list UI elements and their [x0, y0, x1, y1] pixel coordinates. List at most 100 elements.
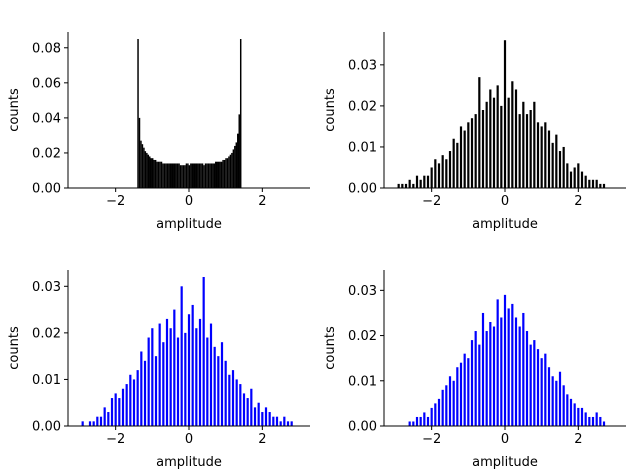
x-tick-label: 2: [574, 194, 582, 209]
bar: [143, 360, 147, 426]
bar: [536, 349, 540, 426]
bar: [147, 337, 150, 426]
bar: [220, 342, 224, 426]
bar: [279, 421, 282, 426]
bar: [423, 175, 426, 188]
chart-panel-4: −2 0 2 0.00 0.01 0.02 0.03 amplitude counts: [323, 270, 626, 470]
bar: [430, 407, 433, 426]
bar: [522, 101, 525, 188]
bar: [153, 159, 155, 188]
bar: [239, 384, 242, 426]
bar: [569, 171, 573, 188]
bar: [459, 126, 463, 188]
y-axis-label: counts: [323, 326, 338, 370]
y-axis-label: counts: [7, 88, 22, 132]
bar: [551, 142, 554, 188]
bar: [445, 385, 448, 426]
bar: [441, 389, 444, 426]
bar: [577, 407, 580, 426]
bar: [474, 114, 477, 188]
bar: [250, 388, 253, 426]
bar: [426, 416, 430, 426]
bar: [191, 304, 194, 426]
bar: [507, 97, 510, 188]
y-tick-label: 0.02: [348, 99, 377, 114]
bar: [448, 151, 452, 188]
bar: [566, 394, 569, 426]
bar: [215, 161, 217, 188]
bar: [573, 403, 576, 426]
chart-panel-1: −2 0 2 0.00 0.02 0.04 0.06 0.08 amplitude counts: [7, 32, 310, 232]
x-axis-label: amplitude: [156, 455, 222, 470]
bar: [157, 161, 160, 188]
bar: [412, 421, 415, 426]
bar: [223, 159, 226, 188]
bar: [547, 130, 551, 188]
bar: [187, 314, 191, 426]
bar: [176, 337, 180, 426]
bar: [415, 416, 419, 426]
bar: [173, 163, 176, 188]
bar: [141, 144, 144, 188]
x-tick-label: 2: [258, 194, 266, 209]
x-axis-label: amplitude: [472, 455, 538, 470]
bar: [169, 163, 172, 188]
bar: [210, 163, 213, 188]
bar: [441, 155, 444, 188]
bar: [203, 165, 205, 188]
bar: [555, 380, 558, 426]
bar: [264, 407, 268, 426]
bar: [154, 159, 157, 188]
bar: [179, 165, 182, 188]
bar: [467, 358, 470, 426]
bar: [129, 374, 132, 426]
bar: [171, 163, 173, 188]
x-tick-label: 0: [185, 432, 193, 447]
y-tick-label: 0.01: [348, 140, 377, 155]
y-axis-label: counts: [323, 88, 338, 132]
bar: [602, 183, 606, 188]
bar: [599, 183, 602, 188]
bar: [525, 114, 529, 188]
bar: [222, 159, 224, 188]
bar: [175, 163, 177, 188]
bar: [162, 163, 164, 188]
bar-series: [397, 40, 606, 189]
bar: [149, 156, 151, 188]
bar: [151, 328, 154, 426]
bar: [272, 416, 275, 426]
bar: [187, 163, 189, 188]
bar: [165, 163, 167, 188]
bar: [193, 163, 195, 188]
bar: [81, 421, 84, 426]
bar: [533, 101, 536, 188]
bar: [496, 85, 499, 188]
bar: [169, 328, 172, 426]
bar: [206, 337, 209, 426]
bar: [602, 421, 606, 426]
bar: [290, 421, 293, 426]
bar: [478, 344, 481, 426]
bar: [136, 370, 139, 426]
bar: [577, 163, 580, 188]
bar: [533, 340, 536, 426]
bar: [229, 154, 232, 188]
y-tick-label: 0.06: [32, 76, 61, 91]
bar: [595, 179, 598, 188]
bar: [261, 412, 264, 426]
bar: [191, 163, 194, 188]
bar: [143, 147, 145, 188]
bar: [434, 403, 437, 426]
bar: [419, 179, 422, 188]
bar: [96, 416, 99, 426]
bar: [500, 105, 503, 188]
bar: [591, 179, 595, 188]
bar: [140, 351, 143, 426]
bar: [544, 122, 547, 188]
y-axis-label: counts: [7, 326, 22, 370]
bar: [180, 286, 183, 426]
bar: [138, 117, 141, 188]
bar: [558, 371, 562, 426]
bar: [415, 175, 419, 188]
bar: [173, 309, 176, 426]
